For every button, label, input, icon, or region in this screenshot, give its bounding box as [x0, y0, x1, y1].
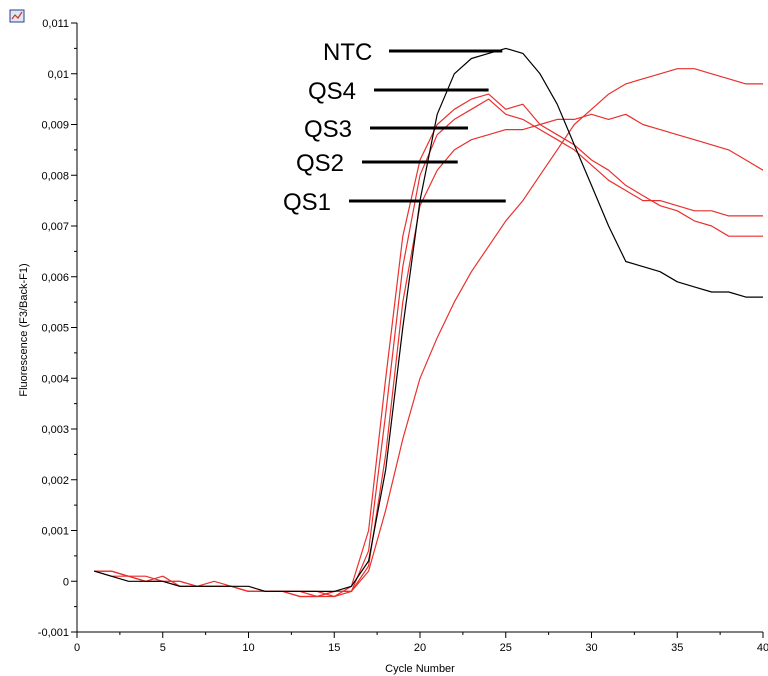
x-axis-title: Cycle Number: [385, 663, 455, 675]
chart-window-icon: [9, 9, 25, 23]
x-tick-label: 15: [328, 642, 340, 654]
y-tick-label: -0,001: [38, 627, 69, 639]
x-tick-label: 35: [671, 642, 683, 654]
y-tick-label: 0,008: [41, 170, 69, 182]
y-tick-label: 0: [63, 576, 69, 588]
callout-label-qs1: QS1: [283, 189, 331, 216]
y-tick-label: 0,002: [41, 475, 69, 487]
callout-label-qs2: QS2: [296, 150, 344, 177]
callout-label-ntc: NTC: [323, 39, 372, 66]
y-axis-title: Fluorescence (F3/Back-F1): [18, 263, 30, 396]
y-tick-label: 0,003: [41, 424, 69, 436]
x-tick-label: 40: [757, 642, 768, 654]
y-tick-label: 0,01: [48, 69, 69, 81]
callout-label-qs3: QS3: [304, 116, 352, 143]
y-tick-label: 0,004: [41, 373, 69, 385]
axes: -0,001 0 0,001 0,002 0,003 0,004 0,005 0,006 0,0…: [38, 18, 768, 654]
x-tick-label: 25: [500, 642, 512, 654]
x-tick-label: 10: [242, 642, 254, 654]
series-line-ntc: [94, 47, 763, 593]
y-tick-label: 0,005: [41, 323, 69, 335]
y-tick-label: 0,009: [41, 120, 69, 132]
callout-layer: NTC QS4 QS3 QS2 QS1: [283, 39, 506, 216]
callout-label-qs4: QS4: [308, 78, 356, 105]
y-tick-label: 0,001: [41, 526, 69, 538]
x-tick-label: 20: [414, 642, 426, 654]
x-tick-label: 5: [160, 642, 166, 654]
series-layer: [94, 47, 764, 598]
x-tick-label: 30: [585, 642, 597, 654]
y-tick-label: 0,007: [41, 221, 69, 233]
y-tick-label: 0,006: [41, 272, 69, 284]
y-tick-label: 0,011: [42, 18, 69, 30]
x-tick-label: 0: [74, 642, 80, 654]
